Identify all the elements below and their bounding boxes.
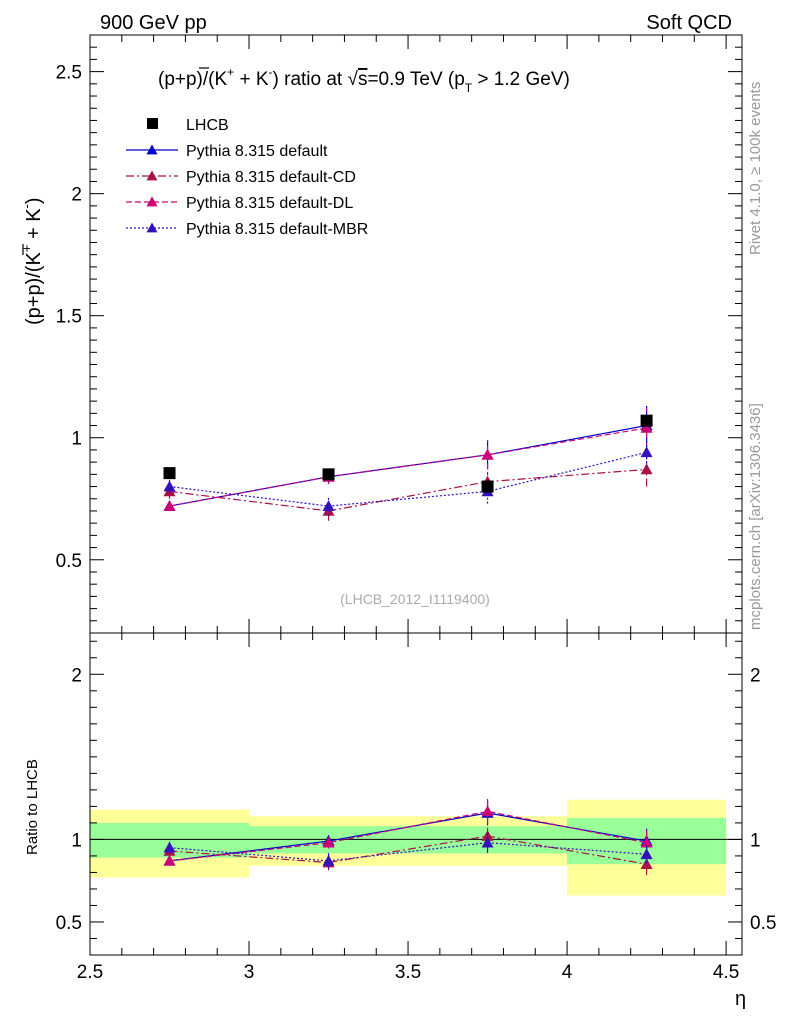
series-line [170, 426, 647, 507]
mcplots-label: mcplots.cern.ch [arXiv:1306.3436] [747, 403, 764, 630]
header-right: Soft QCD [646, 12, 732, 34]
x-tick-label: 4.5 [713, 962, 739, 983]
ratio-y-tick-label-right: 1 [750, 830, 761, 851]
y-tick-label: 1.5 [56, 307, 82, 328]
data-point [164, 467, 176, 479]
data-point [323, 468, 335, 480]
x-tick-label: 4 [562, 962, 573, 983]
ratio-y-tick-label-right: 0.5 [750, 913, 776, 934]
ratio-y-tick-label: 1 [71, 830, 82, 851]
chart: 900 GeV pp Soft QCD Rivet 4.1.0, ≥ 100k … [0, 0, 786, 1024]
rivet-label: Rivet 4.1.0, ≥ 100k events [747, 82, 764, 255]
y-tick-label: 2 [71, 185, 82, 206]
y-tick-label: 1 [71, 429, 82, 450]
data-point [482, 481, 494, 493]
legend-label: Pythia 8.315 default-DL [186, 195, 353, 212]
series-marker [641, 446, 653, 457]
y-tick-label: 2.5 [56, 63, 82, 84]
series-line [170, 469, 647, 510]
y-axis-label: (p+p)/(K+ + K-) [19, 197, 45, 325]
series-line [170, 428, 647, 506]
ratio-y-tick-label-right: 2 [750, 665, 761, 686]
ratio-series-marker [482, 805, 494, 816]
chart-title: (p+p)/(K+ + K-) ratio at √s=0.9 TeV (pT … [158, 65, 570, 95]
x-tick-label: 3 [244, 962, 255, 983]
ratio-y-tick-label: 0.5 [56, 913, 82, 934]
legend-label: Pythia 8.315 default-MBR [186, 221, 368, 238]
legend: LHCB Pythia 8.315 default Pythia 8.315 def… [126, 117, 368, 238]
series-line [170, 452, 647, 506]
data-point [641, 415, 653, 427]
legend-label: LHCB [186, 117, 229, 134]
header-left: 900 GeV pp [100, 12, 207, 34]
legend-label: Pythia 8.315 default-CD [186, 169, 356, 186]
legend-label: Pythia 8.315 default [186, 143, 328, 160]
series-marker [164, 481, 176, 492]
legend-data-marker [147, 118, 158, 129]
x-tick-label: 3.5 [395, 962, 421, 983]
x-axis-label: η [735, 988, 746, 1010]
x-tick-label: 2.5 [77, 962, 103, 983]
analysis-watermark: (LHCB_2012_I1119400) [340, 591, 490, 607]
ratio-y-axis-label: Ratio to LHCB [24, 759, 41, 855]
y-tick-label: 0.5 [56, 551, 82, 572]
ratio-panel-frame [90, 633, 742, 955]
ratio-y-tick-label: 2 [71, 665, 82, 686]
